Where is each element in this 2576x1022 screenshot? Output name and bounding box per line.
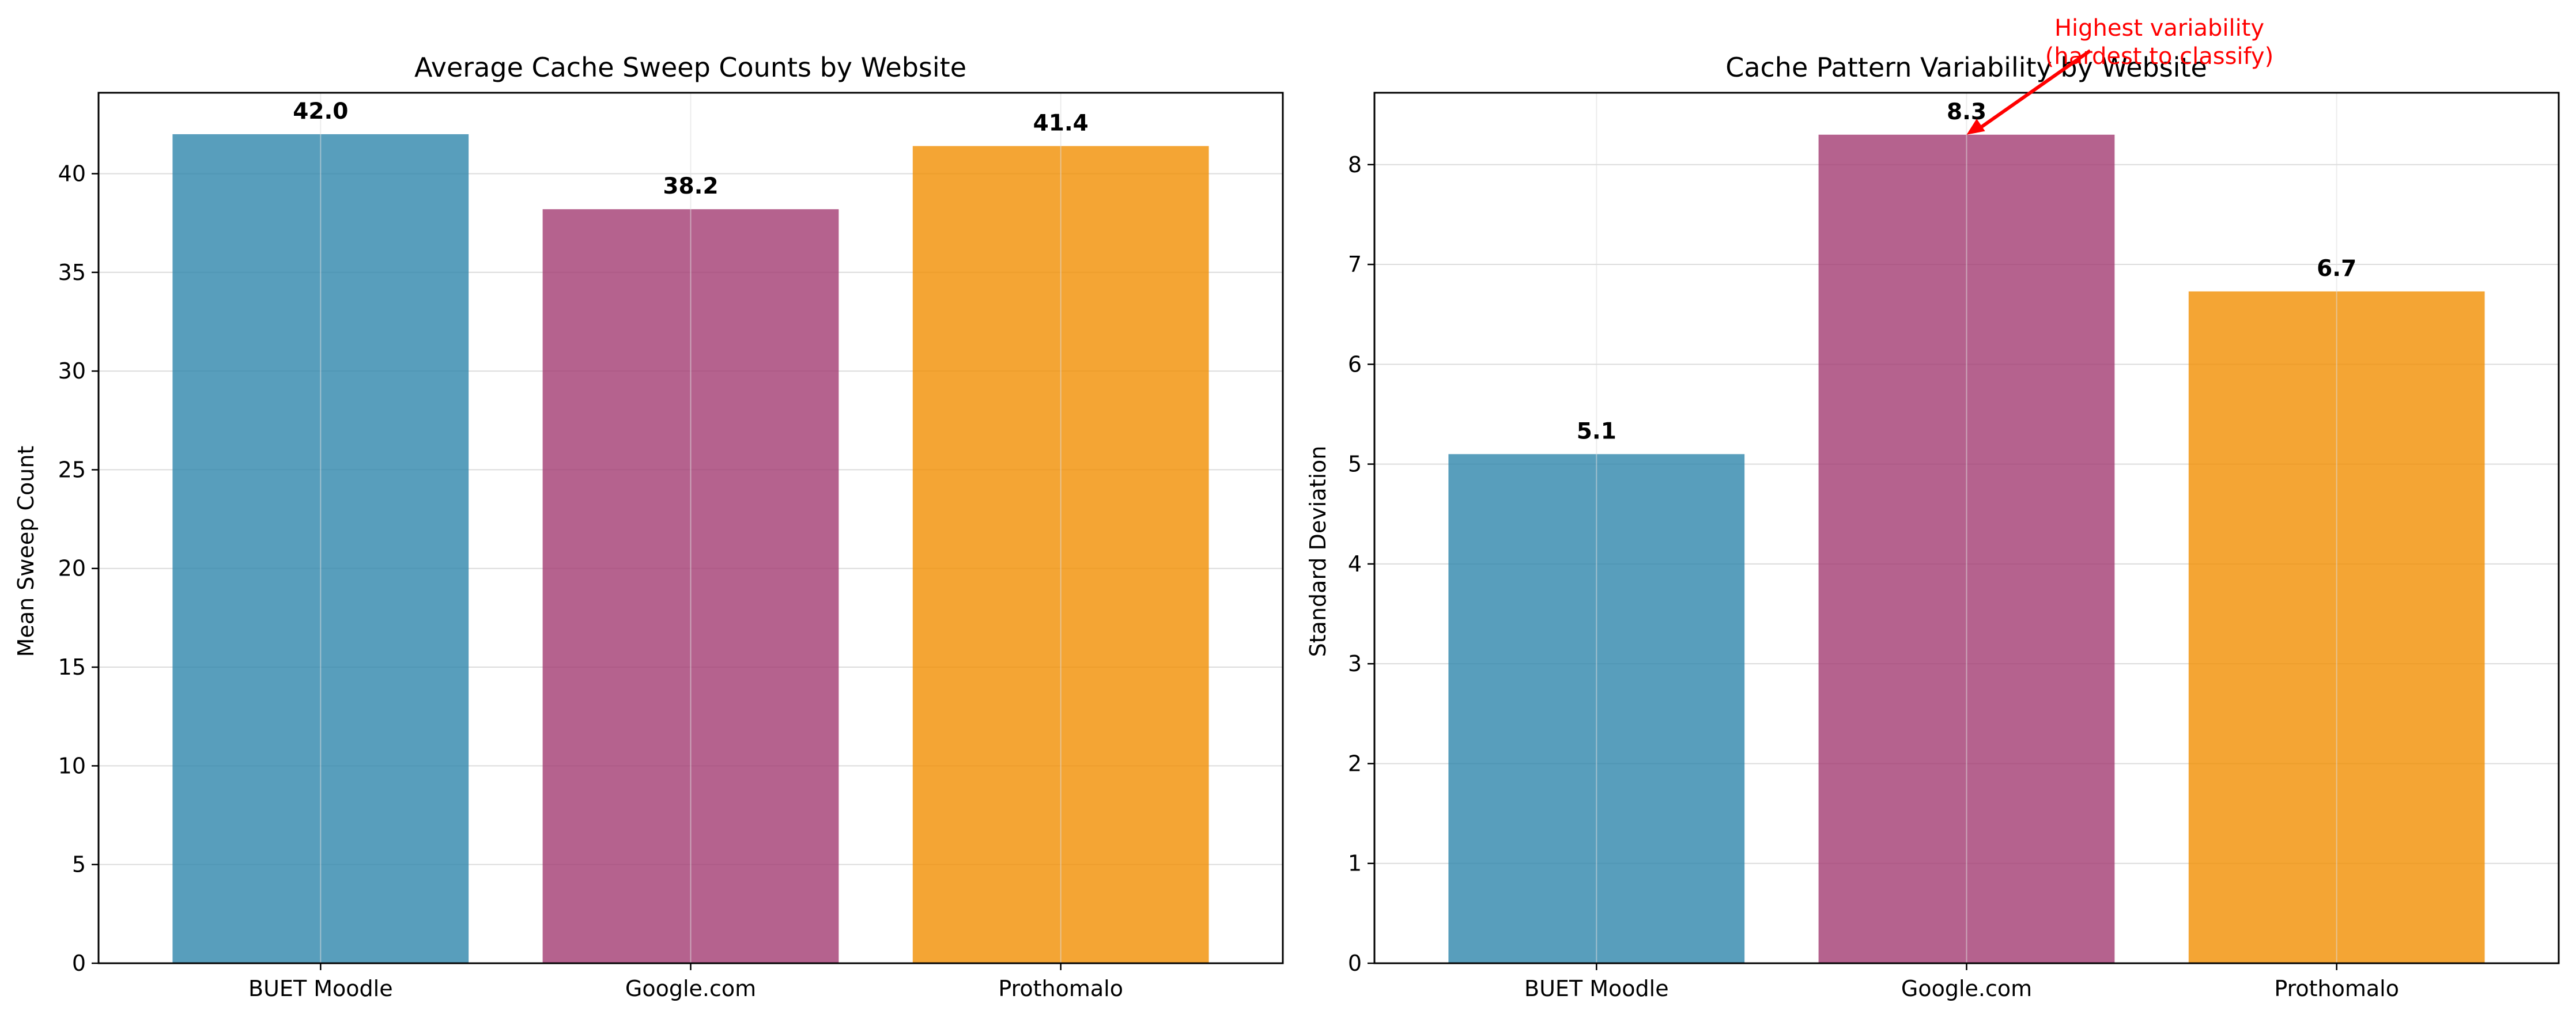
chart-left-value-labels: 42.0 38.2 41.4 [293, 93, 1089, 963]
value-label: 42.0 [293, 99, 348, 124]
y-tick-label: 20 [58, 556, 86, 581]
x-tick-label: BUET Moodle [248, 976, 393, 1001]
chart-left-x-axis: BUET Moodle Google.com Prothomalo [248, 963, 1123, 1001]
chart-left-plot-frame [97, 92, 1284, 964]
y-tick-label: 10 [58, 753, 86, 778]
y-tick-label: 25 [58, 457, 86, 482]
y-tick-label: 5 [1348, 452, 1362, 477]
chart-right-x-axis: BUET Moodle Google.com Prothomalo [1524, 963, 2399, 1001]
annotation-arrow-shaft [1976, 49, 2091, 132]
x-tick-label: Google.com [1901, 976, 2032, 1001]
y-tick-label: 6 [1348, 351, 1362, 377]
chart-right-ylabel: Standard Deviation [1305, 446, 1331, 657]
x-tick-label: Prothomalo [998, 976, 1123, 1001]
y-tick-label: 0 [1348, 951, 1362, 976]
chart-right-value-labels: 5.1 8.3 6.7 [1577, 93, 2356, 963]
y-tick-label: 0 [72, 951, 86, 976]
y-tick-label: 3 [1348, 651, 1362, 676]
x-tick-label: Prothomalo [2274, 976, 2399, 1001]
y-tick-label: 40 [58, 161, 86, 186]
value-label: 8.3 [1947, 99, 1986, 125]
value-label: 41.4 [1033, 111, 1089, 137]
value-label: 38.2 [663, 173, 718, 199]
chart-left-title: Average Cache Sweep Counts by Website [414, 52, 966, 83]
chart-right-title: Cache Pattern Variability by Website [1725, 52, 2207, 83]
chart-right-y-axis: 0 1 2 3 4 5 6 7 8 [1348, 152, 1374, 976]
y-tick-label: 5 [72, 852, 86, 877]
chart-right: Cache Pattern Variability by Website Sta… [1305, 15, 2560, 1001]
chart-left-y-axis: 0 5 10 15 20 25 30 35 40 [58, 161, 99, 976]
y-tick-label: 15 [58, 654, 86, 680]
y-tick-label: 35 [58, 260, 86, 285]
y-tick-label: 7 [1348, 252, 1362, 277]
chart-right-annotation: Highest variability (hardest to classify… [1966, 15, 2273, 135]
annotation-text-line-1: Highest variability [2054, 15, 2264, 41]
annotation-arrow-head [1966, 119, 1985, 135]
x-tick-label: Google.com [625, 976, 756, 1001]
y-tick-label: 30 [58, 358, 86, 384]
y-tick-label: 4 [1348, 551, 1362, 577]
value-label: 5.1 [1577, 418, 1616, 444]
x-tick-label: BUET Moodle [1524, 976, 1669, 1001]
y-tick-label: 1 [1348, 851, 1362, 876]
chart-left-ylabel: Mean Sweep Count [13, 446, 39, 657]
y-tick-label: 2 [1348, 751, 1362, 776]
value-label: 6.7 [2317, 256, 2356, 282]
y-tick-label: 8 [1348, 152, 1362, 177]
chart-right-plot-frame [1373, 92, 2560, 964]
chart-left: Average Cache Sweep Counts by Website Me… [13, 52, 1284, 1001]
